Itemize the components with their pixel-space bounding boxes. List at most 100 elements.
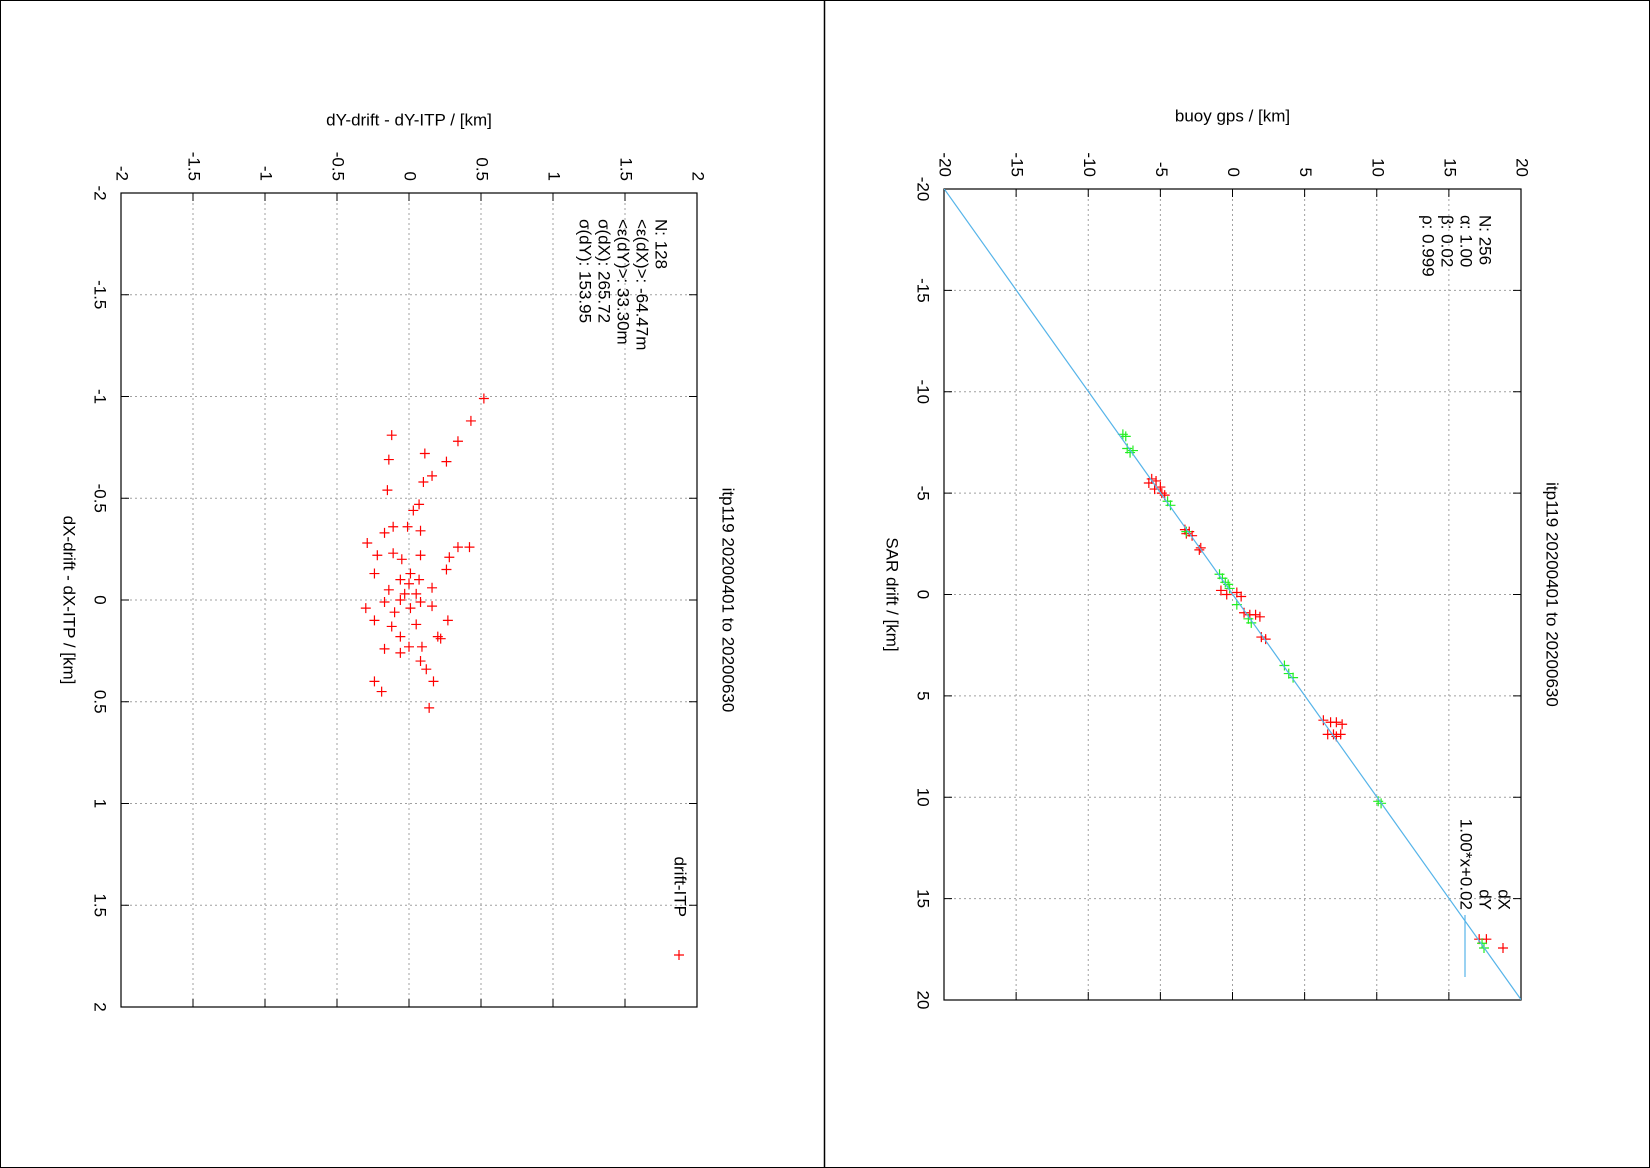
point bbox=[1481, 934, 1492, 945]
point bbox=[1250, 609, 1261, 620]
y-axis-label: dY-drift - dY-ITP / [km] bbox=[326, 110, 492, 129]
y-tick-label: 1 bbox=[545, 172, 564, 181]
point bbox=[427, 582, 438, 593]
point bbox=[1215, 585, 1226, 596]
point bbox=[360, 603, 371, 614]
point bbox=[411, 588, 422, 599]
point bbox=[415, 525, 426, 536]
point bbox=[1318, 715, 1329, 726]
x-tick-label: -15 bbox=[914, 278, 933, 303]
legend-label: dY bbox=[1476, 889, 1495, 910]
point bbox=[1279, 660, 1290, 671]
point bbox=[389, 607, 400, 618]
point bbox=[435, 633, 446, 644]
x-tick-label: -1.5 bbox=[91, 280, 110, 309]
fit-line bbox=[944, 189, 1521, 1000]
y-tick-label: -0.5 bbox=[329, 152, 348, 181]
point bbox=[404, 641, 414, 652]
point bbox=[1288, 672, 1299, 683]
point bbox=[1165, 500, 1176, 511]
point bbox=[369, 676, 380, 687]
point bbox=[441, 564, 452, 575]
y-tick-label: 1.5 bbox=[617, 157, 636, 181]
point bbox=[415, 550, 426, 561]
point bbox=[416, 641, 427, 652]
legend-swatch bbox=[1498, 943, 1508, 953]
annotation: N: 128 bbox=[652, 219, 671, 269]
point bbox=[1335, 729, 1346, 740]
x-tick-label: -1 bbox=[91, 389, 110, 404]
x-tick-label: -10 bbox=[914, 379, 933, 404]
point bbox=[408, 505, 419, 516]
chart: -20 -15 -10 -5 0 5 10 15 20 -20 -15 -10 -5 0 5 10 15 20 it… bbox=[883, 106, 1562, 1009]
y-tick-label: 20 bbox=[1513, 158, 1532, 177]
x-tick-label: -20 bbox=[914, 177, 933, 202]
x-tick-label: -5 bbox=[914, 486, 933, 501]
point bbox=[452, 436, 463, 447]
x-tick-label: 1 bbox=[91, 799, 110, 808]
point bbox=[1260, 634, 1271, 645]
point bbox=[383, 584, 394, 595]
point bbox=[1195, 542, 1206, 553]
point bbox=[395, 574, 406, 585]
legend-label: dX bbox=[1495, 889, 1514, 910]
point bbox=[379, 643, 390, 654]
point bbox=[386, 430, 397, 441]
point bbox=[386, 621, 397, 632]
y-tick-label: 5 bbox=[1296, 168, 1315, 177]
point bbox=[376, 686, 387, 697]
x-tick-label: 0.5 bbox=[91, 690, 110, 714]
point bbox=[415, 656, 426, 667]
point bbox=[388, 548, 399, 559]
point bbox=[396, 554, 407, 565]
point bbox=[464, 542, 475, 553]
point bbox=[428, 676, 439, 687]
point bbox=[405, 603, 416, 614]
y-tick-label: -10 bbox=[1080, 152, 1099, 177]
point bbox=[1477, 938, 1488, 949]
x-tick-label: 10 bbox=[914, 788, 933, 807]
point bbox=[418, 476, 429, 487]
annotation: <ε(dX)>: -64.47m bbox=[633, 219, 652, 350]
annotation: β: 0.02 bbox=[1438, 215, 1457, 267]
point bbox=[441, 456, 452, 467]
chart-title: itp119 20200401 to 20200630 bbox=[1543, 482, 1562, 707]
point bbox=[478, 393, 489, 404]
legend-swatch bbox=[674, 950, 684, 960]
point bbox=[421, 664, 432, 675]
point bbox=[1120, 431, 1131, 442]
point bbox=[411, 619, 422, 630]
annotation: σ(dY): 153.95 bbox=[576, 219, 595, 323]
point bbox=[405, 568, 416, 579]
y-tick-label: 2 bbox=[689, 172, 708, 181]
point bbox=[1224, 583, 1235, 594]
plot-frame bbox=[943, 188, 1522, 1001]
chart-title: itp119 20200401 to 20200630 bbox=[719, 488, 738, 713]
point bbox=[372, 550, 383, 561]
y-tick-label: 15 bbox=[1440, 158, 1459, 177]
annotation: α: 1.00 bbox=[1457, 215, 1476, 267]
point bbox=[1254, 611, 1265, 622]
x-tick-label: -2 bbox=[91, 185, 110, 200]
point bbox=[414, 499, 425, 510]
point bbox=[1231, 587, 1242, 598]
point bbox=[379, 527, 390, 538]
x-tick-label: 1.5 bbox=[91, 893, 110, 917]
point bbox=[1187, 530, 1198, 541]
y-tick-label: -1 bbox=[257, 166, 276, 181]
y-tick-label: -15 bbox=[1008, 152, 1027, 177]
y-tick-label: -20 bbox=[936, 152, 955, 177]
x-tick-label: 0 bbox=[91, 595, 110, 604]
point bbox=[395, 631, 406, 642]
point bbox=[427, 601, 438, 612]
point bbox=[444, 552, 455, 563]
x-axis-label: SAR drift / [km] bbox=[883, 537, 902, 651]
point bbox=[395, 595, 406, 605]
point bbox=[452, 542, 463, 553]
y-tick-label: 0.5 bbox=[473, 157, 492, 181]
point bbox=[388, 521, 399, 532]
point bbox=[1236, 591, 1247, 602]
chart: -2 -1.5 -1 -0.5 0 0.5 1 1.5 2 -2 -1.5 -1 -0.5 0 0.5 1 1.… bbox=[60, 110, 738, 1011]
point bbox=[1331, 717, 1342, 728]
